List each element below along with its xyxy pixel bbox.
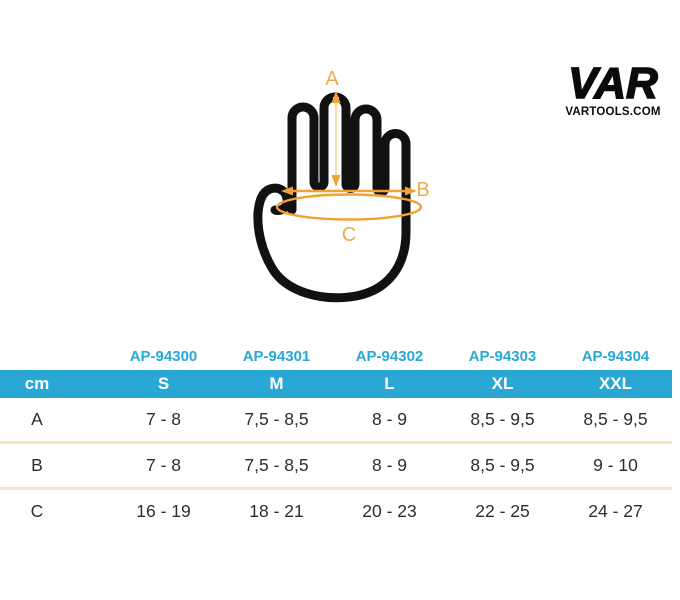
size-header: L — [384, 374, 395, 393]
brand-logo: VAR VARTOOLS.COM — [549, 59, 677, 118]
measurement-value: 8,5 - 9,5 — [470, 409, 535, 429]
product-code: AP-94301 — [242, 348, 311, 365]
measurement-value: 18 - 21 — [249, 501, 304, 521]
product-code: AP-94304 — [581, 348, 650, 365]
unit-label: cm — [24, 374, 50, 393]
measurement-value: 8 - 9 — [371, 409, 408, 429]
measurement-value: 7 - 8 — [145, 455, 182, 475]
size-header: S — [157, 374, 170, 393]
measure-label-c: C — [342, 224, 356, 246]
measure-b-arrow — [281, 186, 417, 196]
measurement-value: 16 - 19 — [136, 501, 191, 521]
hand-outline — [253, 92, 411, 303]
measurement-value: 8,5 - 9,5 — [470, 455, 535, 475]
table-row-a: A 7 - 8 7,5 - 8,5 8 - 9 8,5 - 9,5 8,5 - … — [0, 398, 672, 441]
measurement-value: 9 - 10 — [593, 455, 638, 475]
brand-website: VARTOOLS.COM — [565, 105, 661, 118]
product-code: AP-94303 — [468, 348, 537, 365]
measurement-value: 8 - 9 — [371, 455, 408, 475]
size-header: M — [269, 374, 284, 393]
row-label: C — [30, 501, 44, 521]
product-code: AP-94300 — [129, 348, 198, 365]
measure-c-ellipse — [275, 193, 423, 221]
measurement-value: 24 - 27 — [588, 501, 643, 521]
row-label: B — [31, 455, 43, 475]
table-row-b: B 7 - 8 7,5 - 8,5 8 - 9 8,5 - 9,5 9 - 10 — [0, 441, 672, 487]
size-table: AP-94300 AP-94301 AP-94302 AP-94303 AP-9… — [0, 340, 672, 533]
size-header: XXL — [598, 374, 633, 393]
measurement-value: 7 - 8 — [145, 409, 182, 429]
measure-label-a: A — [325, 68, 339, 90]
measurement-value: 20 - 23 — [362, 501, 417, 521]
size-header: XL — [491, 374, 514, 393]
hand-measurement-diagram: A B C — [253, 68, 430, 303]
table-row-c: C 16 - 19 18 - 21 20 - 23 22 - 25 24 - 2… — [0, 487, 672, 533]
row-label: A — [31, 409, 43, 429]
product-code: AP-94302 — [355, 348, 424, 365]
measure-a-arrow — [331, 91, 341, 187]
measurement-value: 7,5 - 8,5 — [244, 455, 309, 475]
product-codes-row: AP-94300 AP-94301 AP-94302 AP-94303 AP-9… — [0, 340, 672, 370]
measurement-value: 22 - 25 — [475, 501, 530, 521]
measure-label-b: B — [416, 179, 429, 201]
measurement-value: 7,5 - 8,5 — [244, 409, 309, 429]
measurement-value: 8,5 - 9,5 — [583, 409, 648, 429]
brand-logo-wordmark: VAR — [567, 59, 658, 108]
size-header-row: cm S M L XL XXL — [0, 370, 672, 398]
